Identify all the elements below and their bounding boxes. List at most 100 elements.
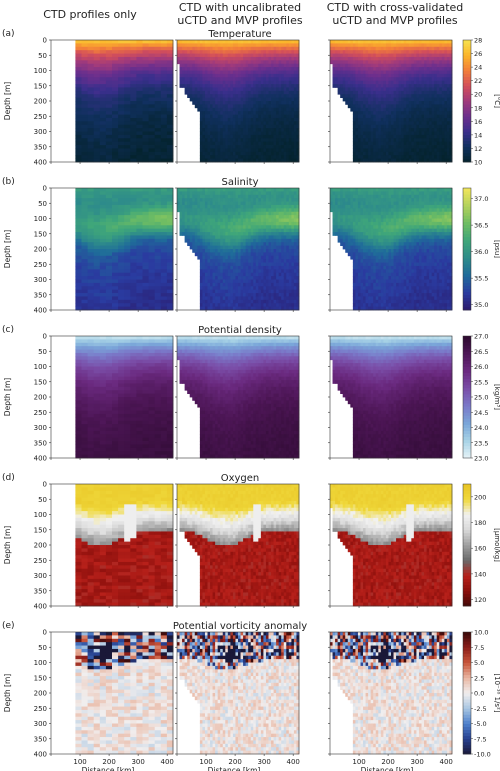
heatmap-cell bbox=[166, 40, 174, 44]
heatmap-cell bbox=[212, 97, 216, 102]
heatmap-cell bbox=[434, 87, 438, 92]
heatmap-cell bbox=[446, 101, 450, 105]
heatmap-cell bbox=[166, 282, 174, 287]
heatmap-cell bbox=[281, 141, 285, 146]
heatmap-cell bbox=[418, 56, 422, 61]
heatmap-cell bbox=[288, 46, 292, 51]
colorbar-segment bbox=[463, 152, 471, 157]
heatmap-cell bbox=[273, 84, 277, 88]
heatmap-cell bbox=[142, 128, 149, 132]
heatmap-cell bbox=[124, 145, 131, 149]
heatmap-cell bbox=[268, 84, 272, 88]
heatmap-cell bbox=[411, 155, 415, 160]
heatmap-cell bbox=[142, 218, 149, 223]
heatmap-cell bbox=[197, 211, 201, 216]
heatmap-cell bbox=[424, 97, 427, 102]
heatmap-cell bbox=[245, 80, 249, 85]
heatmap-cell bbox=[118, 107, 125, 112]
heatmap-cell bbox=[436, 97, 440, 102]
heatmap-cell bbox=[253, 121, 257, 126]
heatmap-cell bbox=[243, 43, 247, 48]
heatmap-cell bbox=[118, 293, 125, 297]
heatmap-cell bbox=[383, 60, 387, 65]
heatmap-cell bbox=[243, 117, 247, 122]
heatmap-cell bbox=[148, 235, 156, 240]
heatmap-cell bbox=[335, 70, 339, 75]
heatmap-cell bbox=[413, 141, 417, 146]
heatmap-cell bbox=[263, 77, 267, 82]
heatmap-cell bbox=[230, 87, 234, 92]
heatmap-cell bbox=[154, 77, 162, 82]
heatmap-cell bbox=[408, 101, 412, 105]
heatmap-cell bbox=[441, 104, 445, 109]
heatmap-cell bbox=[439, 101, 443, 105]
heatmap-cell bbox=[253, 131, 257, 136]
heatmap-cell bbox=[93, 73, 101, 78]
heatmap-cell bbox=[418, 131, 422, 136]
heatmap-cell bbox=[112, 104, 119, 109]
heatmap-cell bbox=[124, 107, 131, 112]
heatmap-cell bbox=[373, 60, 377, 65]
heatmap-cell bbox=[99, 158, 107, 163]
heatmap-cell bbox=[99, 242, 107, 247]
heatmap-cell bbox=[118, 259, 125, 263]
heatmap-cell bbox=[449, 141, 453, 146]
heatmap-cell bbox=[75, 194, 82, 199]
heatmap-cell bbox=[281, 107, 285, 112]
heatmap-cell bbox=[130, 249, 137, 253]
heatmap-cell bbox=[93, 272, 101, 277]
heatmap-cell bbox=[197, 84, 201, 88]
heatmap-cell bbox=[398, 141, 402, 146]
heatmap-cell bbox=[426, 94, 430, 99]
heatmap-cell bbox=[268, 151, 272, 156]
heatmap-cell bbox=[227, 262, 231, 267]
heatmap-cell bbox=[271, 73, 274, 78]
colorbar-segment bbox=[463, 149, 471, 154]
heatmap-cell bbox=[238, 134, 241, 139]
heatmap-cell bbox=[355, 80, 359, 85]
heatmap-cell bbox=[215, 124, 219, 129]
heatmap-cell bbox=[212, 53, 216, 58]
heatmap-cell bbox=[112, 80, 119, 85]
heatmap-cell bbox=[380, 117, 384, 122]
heatmap-cell bbox=[202, 235, 206, 240]
heatmap-cell bbox=[160, 148, 168, 153]
heatmap-cell bbox=[199, 215, 203, 219]
heatmap-cell bbox=[253, 114, 257, 119]
heatmap-cell bbox=[368, 158, 372, 163]
heatmap-cell bbox=[436, 104, 440, 109]
heatmap-cell bbox=[207, 242, 211, 247]
heatmap-cell bbox=[368, 46, 372, 51]
heatmap-cell bbox=[148, 90, 156, 95]
heatmap-cell bbox=[215, 104, 219, 109]
heatmap-cell bbox=[342, 70, 346, 75]
heatmap-cell bbox=[268, 87, 272, 92]
heatmap-cell bbox=[296, 158, 300, 163]
heatmap-cell bbox=[449, 90, 453, 95]
heatmap-cell bbox=[225, 77, 229, 82]
heatmap-cell bbox=[199, 43, 203, 48]
heatmap-cell bbox=[347, 56, 351, 61]
heatmap-cell bbox=[204, 289, 208, 294]
heatmap-cell bbox=[355, 84, 359, 88]
heatmap-cell bbox=[202, 259, 206, 263]
heatmap-cell bbox=[441, 90, 445, 95]
heatmap-cell bbox=[202, 56, 206, 61]
heatmap-cell bbox=[199, 235, 203, 240]
heatmap-cell bbox=[342, 67, 346, 71]
heatmap-cell bbox=[396, 131, 400, 136]
heatmap-cell bbox=[160, 46, 168, 51]
heatmap-cell bbox=[383, 104, 387, 109]
heatmap-cell bbox=[352, 50, 356, 54]
heatmap-cell bbox=[87, 155, 95, 160]
heatmap-cell bbox=[148, 104, 156, 109]
heatmap-cell bbox=[124, 259, 131, 263]
heatmap-cell bbox=[265, 94, 269, 99]
heatmap-cell bbox=[81, 145, 88, 149]
heatmap-cell bbox=[368, 73, 372, 78]
heatmap-cell bbox=[342, 46, 346, 51]
heatmap-cell bbox=[105, 194, 113, 199]
heatmap-cell bbox=[215, 97, 219, 102]
heatmap-cell bbox=[291, 151, 295, 156]
heatmap-cell bbox=[154, 299, 162, 304]
